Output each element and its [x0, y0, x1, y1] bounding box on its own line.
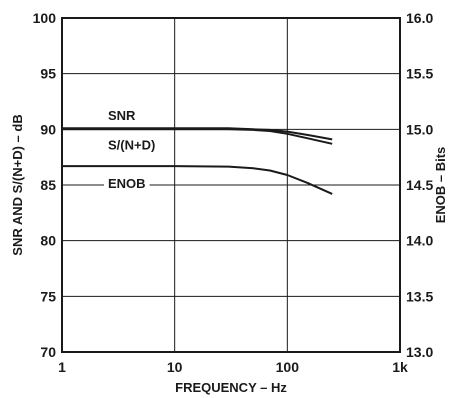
- y2-tick-label: 16.0: [406, 10, 433, 26]
- y2-tick-label: 13.5: [406, 288, 433, 304]
- series-lines: [62, 127, 333, 195]
- series-line-s-n-d: [62, 128, 333, 145]
- x-tick-label: 10: [167, 359, 183, 375]
- y-tick-label: 100: [33, 10, 57, 26]
- x-tick-label: 1k: [392, 359, 408, 375]
- y2-tick-label: 14.5: [406, 177, 433, 193]
- x-axis-title: FREQUENCY – Hz: [175, 380, 287, 395]
- y-tick-label: 85: [40, 177, 56, 193]
- y-tick-label: 75: [40, 288, 56, 304]
- y-tick-label: 80: [40, 233, 56, 249]
- series-labels: SNR S/(N+D) ENOB: [104, 108, 155, 193]
- y2-tick-label: 14.0: [406, 233, 433, 249]
- y-tick-label: 90: [40, 121, 56, 137]
- series-label: S/(N+D): [108, 137, 155, 152]
- label-backdrop: [104, 175, 150, 193]
- y-tick-label: 95: [40, 66, 56, 82]
- y2-tick-label: 15.5: [406, 66, 433, 82]
- x-tick-label: 100: [276, 359, 300, 375]
- x-tick-label: 1: [58, 359, 66, 375]
- series-label: ENOB: [108, 176, 146, 191]
- y-axis-title: SNR AND S/(N+D) – dB: [10, 114, 25, 255]
- series-line-enob: [62, 165, 333, 195]
- series-label: SNR: [108, 108, 136, 123]
- plot-frame: [61, 17, 401, 353]
- tick-labels: 1 10 100 1k 70 75 80 85 90 95 100 13.0 13.5 14.0 14.5 1…: [33, 10, 434, 375]
- y2-tick-label: 13.0: [406, 344, 433, 360]
- y2-tick-label: 15.0: [406, 121, 433, 137]
- y2-axis-title: ENOB – Bits: [433, 147, 448, 224]
- y-tick-label: 70: [40, 344, 56, 360]
